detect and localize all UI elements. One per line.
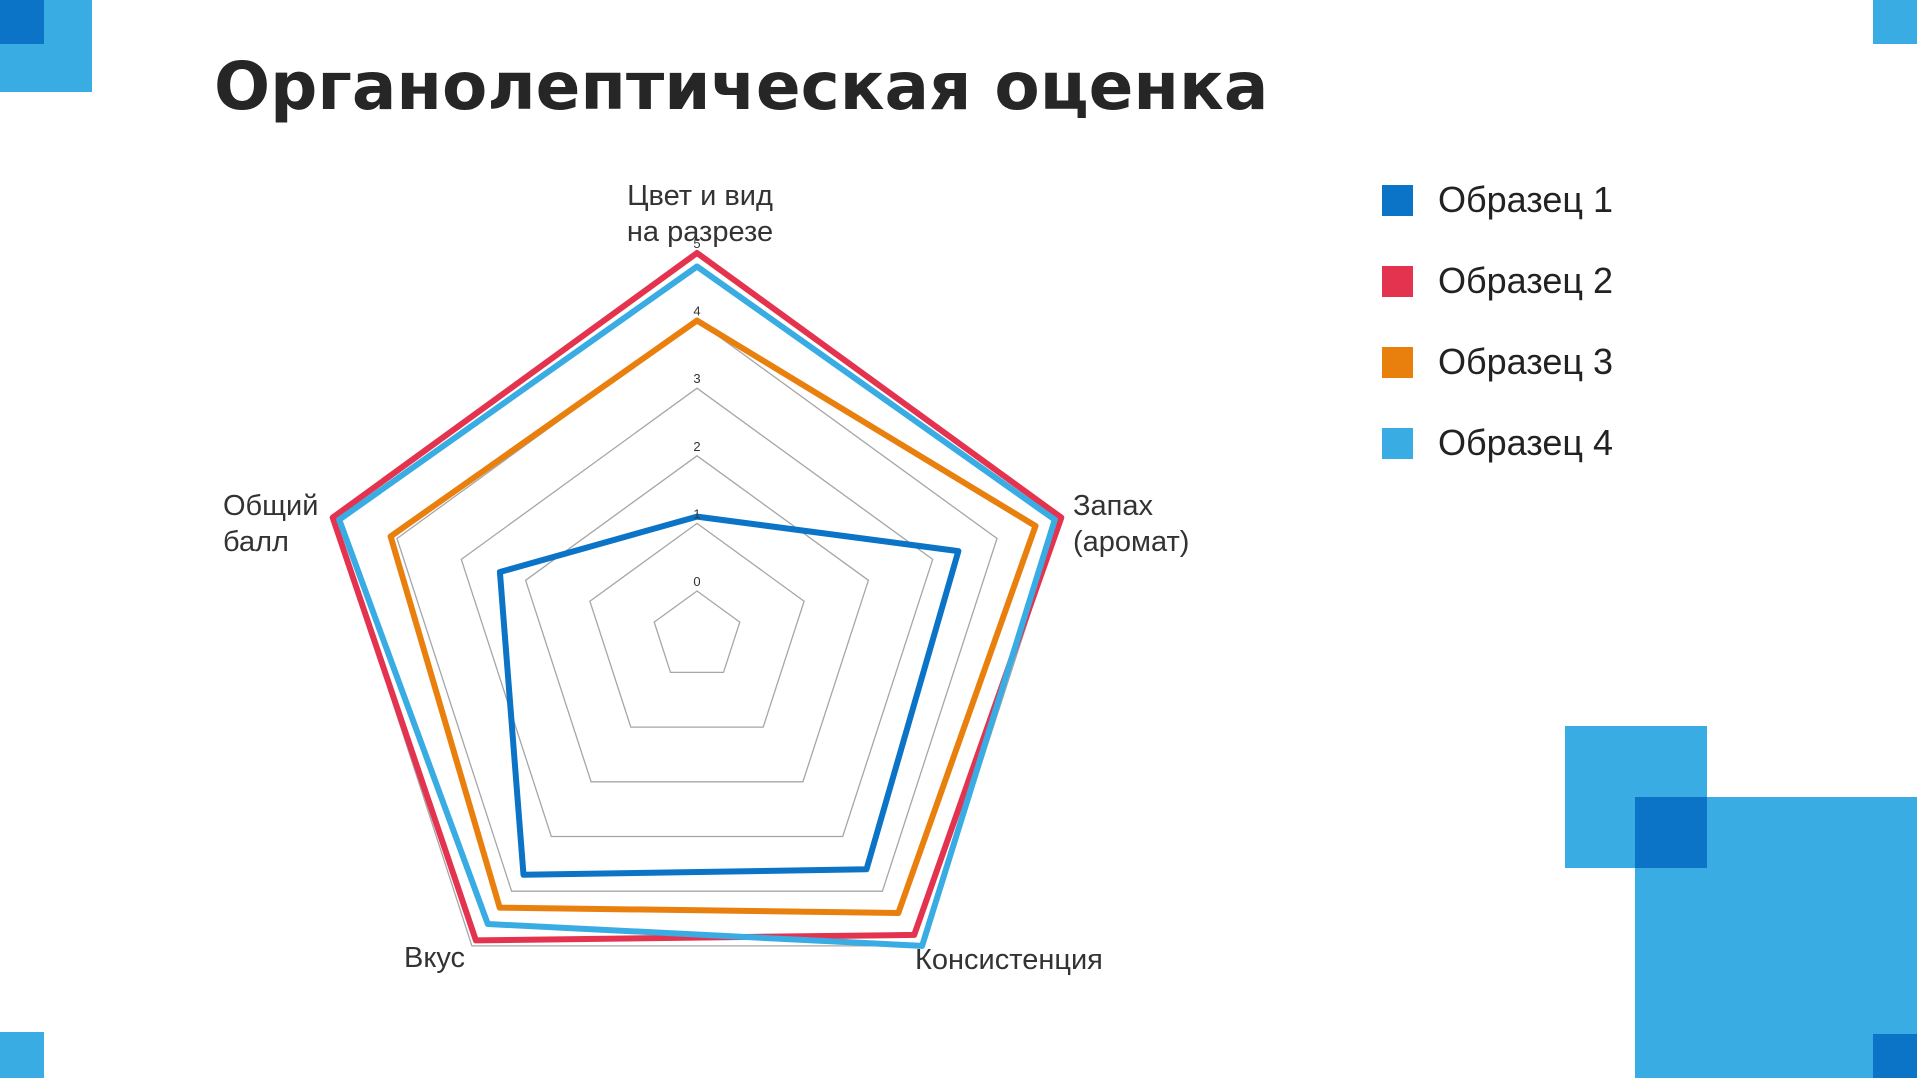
legend-swatch <box>1382 266 1413 297</box>
tick-label-3: 3 <box>693 371 700 386</box>
tick-label-5: 5 <box>693 236 700 251</box>
deco-square-overlap <box>1635 797 1707 868</box>
series-line-2 <box>329 250 1065 944</box>
grid-ring-3 <box>460 387 934 838</box>
radar-ticks: 0 1 2 3 4 5 <box>693 236 700 589</box>
legend-swatch <box>1382 185 1413 216</box>
legend-label: Образец 3 <box>1438 341 1614 382</box>
axis-label-1: Цвет и вид на разрезе <box>626 180 774 248</box>
page-title: Органолептическая оценка <box>214 48 1269 125</box>
corner-square-bottom-right <box>1873 1034 1917 1078</box>
tick-label-1: 1 <box>693 506 700 521</box>
legend-label: Образец 2 <box>1438 260 1614 301</box>
axis-label-3: Консистенция <box>915 944 1103 976</box>
grid-ring-0 <box>653 590 741 674</box>
legend-label: Образец 4 <box>1438 422 1614 463</box>
grid-ring-1 <box>589 522 805 728</box>
series-line-1 <box>496 513 962 878</box>
axis-label-2: Запах (аромат) <box>1073 490 1190 558</box>
axis-label-4: Вкус <box>404 942 466 974</box>
corner-square-bottom-left <box>0 1032 44 1078</box>
tick-label-2: 2 <box>693 439 700 454</box>
series-line-3 <box>387 317 1039 916</box>
corner-square-top-right <box>1873 0 1917 44</box>
axis-label-5: Общий балл <box>223 490 319 558</box>
grid-ring-2 <box>524 454 870 783</box>
corner-square-top-left-inner <box>0 0 44 44</box>
legend-label: Образец 1 <box>1438 179 1614 220</box>
legend-swatch <box>1382 347 1413 378</box>
grid-ring-4 <box>396 319 998 892</box>
radar-series <box>329 250 1065 949</box>
series-line-4 <box>336 263 1058 949</box>
tick-label-0: 0 <box>693 574 700 589</box>
tick-label-4: 4 <box>693 304 700 319</box>
legend-swatch <box>1382 428 1413 459</box>
